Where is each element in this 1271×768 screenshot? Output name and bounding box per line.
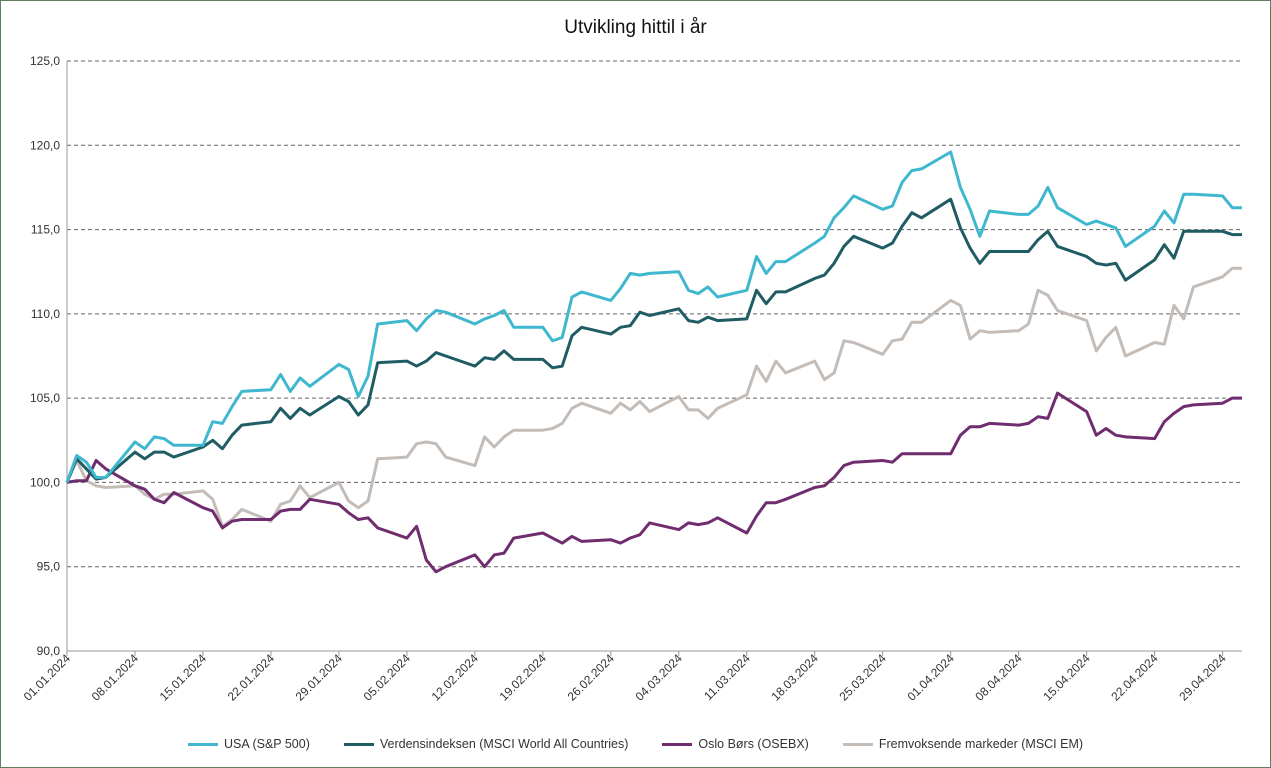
- x-tick-label: 19.02.2024: [497, 651, 550, 704]
- y-tick-label: 115,0: [31, 223, 60, 237]
- legend-swatch: [187, 742, 218, 746]
- x-tick-label: 05.02.2024: [361, 651, 414, 704]
- legend-item-2: Oslo Børs (OSEBX): [662, 734, 809, 754]
- chart-title: Utvikling hittil i år: [564, 17, 707, 38]
- x-tick-label: 04.03.2024: [633, 651, 686, 704]
- y-tick-label: 125,0: [30, 54, 60, 68]
- legend-label: Verdensindeksen (MSCI World All Countrie…: [379, 737, 629, 751]
- series-line-3: [65, 266, 1242, 528]
- x-tick-label: 22.04.2024: [1108, 651, 1161, 704]
- series-line-2: [66, 391, 1242, 574]
- y-tick-labels: 90,0 95,0 100,0 105,0 110,0 115,0 120,0 125,0: [30, 54, 60, 658]
- x-tick-label: 22.01.2024: [225, 651, 278, 704]
- series-lines: [65, 150, 1242, 574]
- axes: [66, 61, 1242, 656]
- y-tick-label: 120,0: [30, 138, 60, 152]
- legend-item-1: Verdensindeksen (MSCI World All Countrie…: [343, 734, 629, 754]
- x-tick-label: 01.04.2024: [904, 651, 957, 704]
- y-tick-label: 95,0: [37, 560, 61, 574]
- x-tick-label: 15.04.2024: [1040, 651, 1093, 704]
- y-tick-label: 100,0: [30, 475, 60, 489]
- x-tick-label: 29.04.2024: [1176, 651, 1229, 704]
- series-line-0: [65, 150, 1242, 483]
- legend: USA (S&P 500) Verdensindeksen (MSCI World…: [0, 734, 1271, 754]
- legend-item-3: Fremvoksende markeder (MSCI EM): [842, 734, 1084, 754]
- legend-swatch: [842, 742, 873, 746]
- x-tick-label: 15.01.2024: [157, 651, 210, 704]
- x-tick-label: 08.04.2024: [972, 651, 1025, 704]
- x-tick-label: 18.03.2024: [768, 651, 821, 704]
- y-tick-label: 90,0: [37, 644, 61, 658]
- y-tick-label: 105,0: [30, 391, 60, 405]
- x-tick-label: 25.03.2024: [836, 651, 889, 704]
- x-tick-labels: 01.01.2024 08.01.2024 15.01.2024 22.01.2024…: [21, 651, 1229, 704]
- x-tick-label: 08.01.2024: [89, 651, 142, 704]
- x-tick-label: 12.02.2024: [429, 651, 482, 704]
- legend-item-0: USA (S&P 500): [187, 734, 310, 754]
- legend-swatch: [343, 742, 374, 746]
- legend-swatch: [662, 742, 693, 746]
- legend-label: Oslo Børs (OSEBX): [698, 737, 809, 751]
- y-tick-label: 110,0: [31, 307, 60, 321]
- x-tick-label: 26.02.2024: [565, 651, 618, 704]
- series-line-1: [65, 197, 1242, 483]
- x-tick-label: 29.01.2024: [293, 651, 346, 704]
- x-tick-label: 01.01.2024: [21, 651, 74, 704]
- legend-label: Fremvoksende markeder (MSCI EM): [878, 737, 1084, 751]
- x-tick-label: 11.03.2024: [701, 651, 753, 703]
- legend-label: USA (S&P 500): [223, 737, 310, 751]
